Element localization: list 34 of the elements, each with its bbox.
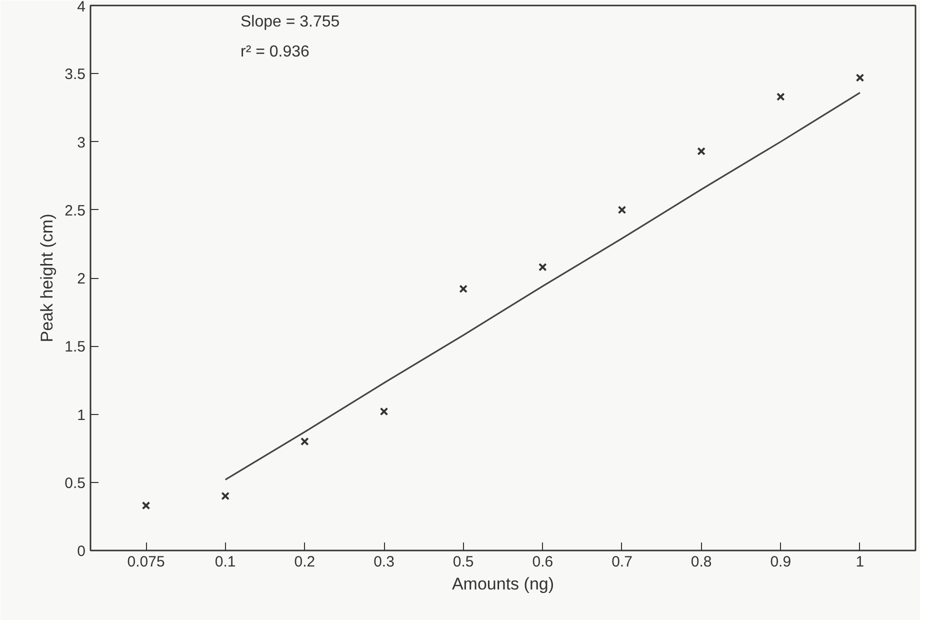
annotation: Slope = 3.755 [240, 14, 340, 30]
line-series [224, 92, 861, 480]
x-tick-label: 0.3 [374, 554, 394, 570]
x-tick-label: 0.2 [294, 554, 316, 570]
point [538, 262, 547, 272]
point [380, 407, 388, 416]
y-tick-label: 2 [77, 270, 86, 288]
point [300, 437, 309, 446]
point [459, 284, 468, 294]
x-axis-title: Amounts (ng) [452, 574, 554, 594]
x-tick-label: 0.7 [612, 554, 632, 570]
x-tick-label: 0.5 [452, 554, 474, 570]
point [856, 74, 864, 82]
y-tick-label: 0.5 [64, 474, 86, 492]
y-tick-label: 3 [77, 134, 86, 152]
y-tick-label: 1.5 [64, 338, 86, 356]
x-tick-label: 0.9 [770, 554, 792, 570]
y-tick-label: 2.5 [64, 202, 86, 220]
x-tick-label: 0.075 [127, 554, 165, 570]
point [776, 92, 785, 101]
x-tick-label: 1 [856, 554, 864, 570]
point [221, 492, 230, 500]
x-tick-label: 0.1 [214, 554, 236, 570]
annotation: r² = 0.936 [240, 44, 310, 60]
y-tick-label: 0 [77, 543, 86, 560]
y-tick-label: 4 [77, 0, 86, 16]
point [618, 206, 626, 214]
point [142, 501, 150, 510]
y-tick-label: 3.5 [64, 66, 86, 84]
x-tick-label: 0.6 [532, 554, 554, 570]
point [697, 147, 706, 156]
y-tick-label: 1 [77, 406, 86, 424]
y-axis-title: Peak height (cm) [38, 214, 57, 342]
x-tick-label: 0.8 [690, 554, 712, 570]
